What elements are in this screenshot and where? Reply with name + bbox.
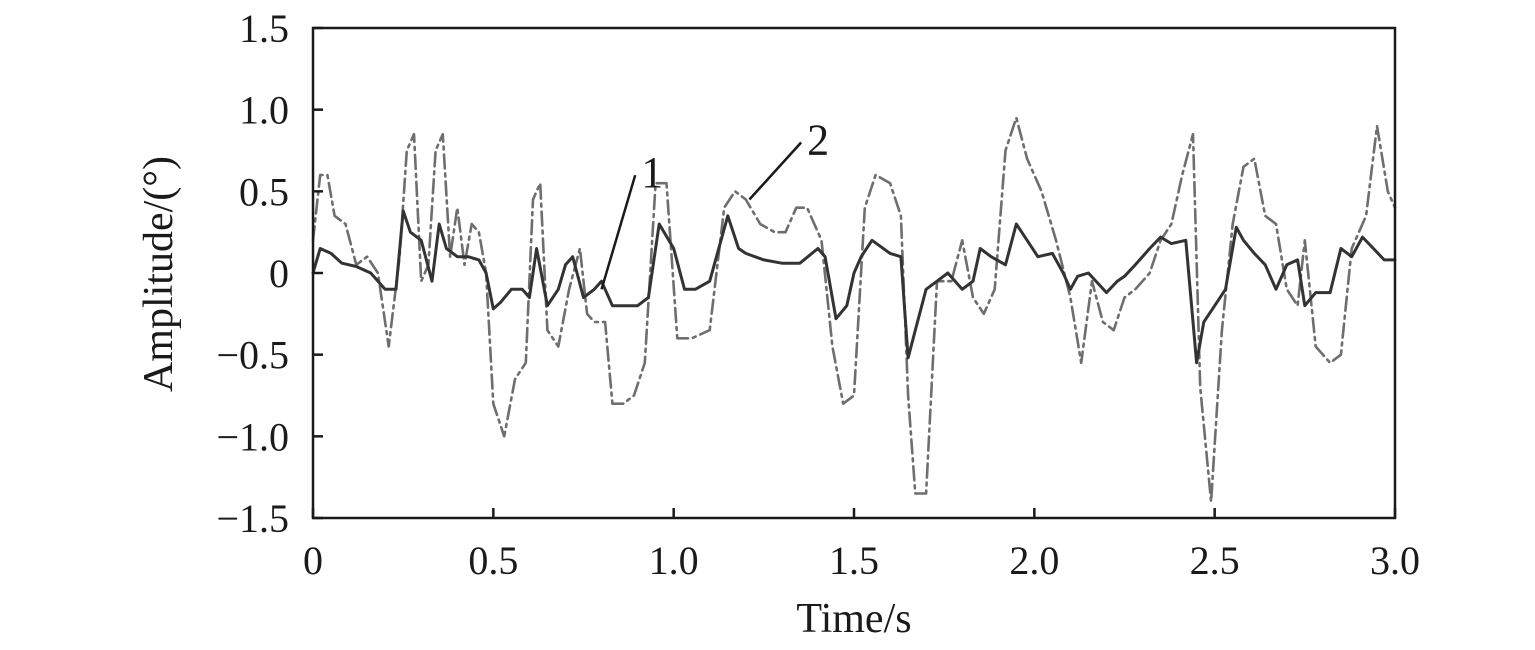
y-tick-label: −1.0 [216,414,289,459]
annotation-label-1: 1 [641,148,663,197]
x-tick-label: 3.0 [1370,538,1420,583]
y-tick-label: 1.5 [239,6,289,51]
series-line-2 [311,116,1397,503]
x-tick-label: 0 [303,538,323,583]
series-annotations: 12 [600,116,829,290]
x-axis-label: Time/s [796,596,911,642]
y-axis: 1.5 1.0 0.5 0 −0.5 −1.0 −1.5 [216,6,323,541]
x-tick-label: 1.0 [649,538,699,583]
series-line-1 [311,209,1397,365]
plot-series [311,116,1397,503]
y-axis-label: Amplitude/(°) [136,156,182,392]
y-tick-label: 1.0 [239,88,289,133]
annotation-label-2: 2 [807,116,829,165]
x-tick-label: 1.5 [829,538,879,583]
x-axis: 0 0.5 1.0 1.5 2.0 2.5 3.0 [303,508,1420,583]
y-tick-label: −0.5 [216,333,289,378]
annotation-leader-2 [748,141,803,201]
x-tick-label: 2.5 [1190,538,1240,583]
annotation-leader-1 [600,174,637,290]
y-tick-label: 0 [269,251,289,296]
x-tick-label: 0.5 [468,538,518,583]
x-tick-label: 2.0 [1009,538,1059,583]
y-tick-label: 0.5 [239,169,289,214]
y-tick-label: −1.5 [216,496,289,541]
